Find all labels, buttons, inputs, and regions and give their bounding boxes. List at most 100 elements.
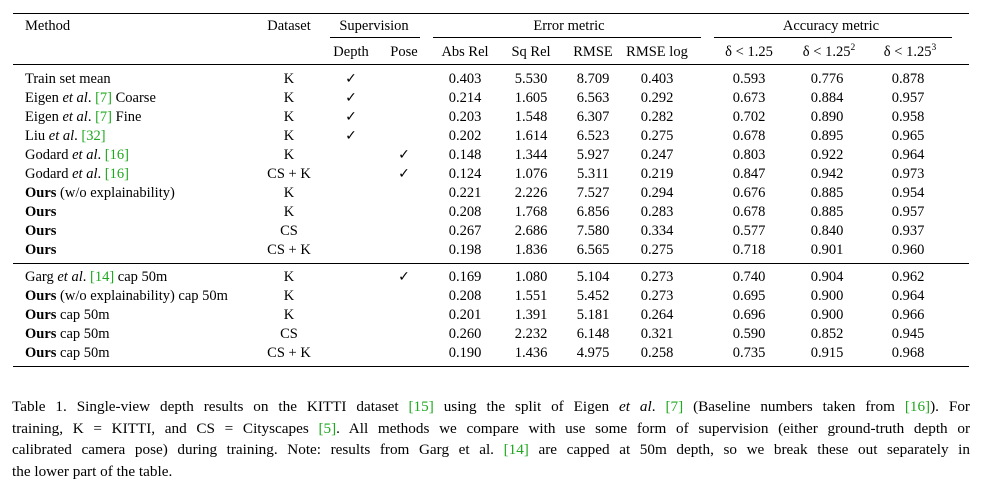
value-cell: 6.563	[577, 89, 610, 108]
caption-text: calibrated camera pose) during training.…	[12, 441, 504, 458]
method-suffix: cap 50m	[114, 269, 167, 285]
method-punct: .	[83, 269, 90, 285]
method-name-bold: Ours	[25, 288, 56, 304]
table-caption: Table 1. Single-view depth results on th…	[12, 396, 970, 482]
value-cell: 0.968	[892, 344, 925, 363]
header-supervision: Supervision	[339, 17, 408, 36]
method-cell: Godard et al. [16]	[25, 146, 129, 165]
citation-link[interactable]: [16]	[105, 147, 129, 163]
depth-check-icon: ✓	[345, 108, 357, 127]
method-cell: Train set mean	[25, 70, 111, 89]
caption-line-3: calibrated camera pose) during training.…	[12, 439, 970, 461]
citation-link[interactable]: [15]	[408, 398, 433, 415]
citation-link[interactable]: [7]	[95, 109, 112, 125]
method-name-bold: Ours	[25, 345, 56, 361]
value-cell: 0.403	[641, 70, 674, 89]
caption-text: (Baseline numbers taken from	[683, 398, 905, 415]
method-italic: et al	[57, 269, 82, 285]
header-delta1: δ < 1.25	[725, 43, 773, 62]
dataset-cell: K	[284, 89, 294, 108]
citation-link[interactable]: [7]	[665, 398, 683, 415]
caption-text: Table 1. Single-view depth results on th…	[12, 398, 408, 415]
value-cell: 0.267	[449, 222, 482, 241]
method-suffix: cap 50m	[56, 326, 109, 342]
method-name: Train set mean	[25, 71, 111, 87]
value-cell: 8.709	[577, 70, 610, 89]
value-cell: 0.966	[892, 306, 925, 325]
value-cell: 0.895	[811, 127, 844, 146]
value-cell: 6.307	[577, 108, 610, 127]
citation-link[interactable]: [16]	[905, 398, 930, 415]
method-suffix: (w/o explainability) cap 50m	[56, 288, 228, 304]
value-cell: 0.840	[811, 222, 844, 241]
citation-link[interactable]: [5]	[318, 420, 336, 437]
table-rule	[330, 37, 420, 38]
table-rule	[714, 37, 952, 38]
method-cell: Eigen et al. [7] Coarse	[25, 89, 156, 108]
value-cell: 0.273	[641, 287, 674, 306]
value-cell: 1.080	[515, 268, 548, 287]
citation-link[interactable]: [32]	[81, 128, 105, 144]
value-cell: 0.593	[733, 70, 766, 89]
value-cell: 0.937	[892, 222, 925, 241]
depth-check-icon: ✓	[345, 89, 357, 108]
value-cell: 0.922	[811, 146, 844, 165]
table-rule	[13, 64, 969, 65]
method-name: Liu	[25, 128, 49, 144]
caption-text: training, K = KITTI, and CS = Cityscapes	[12, 420, 318, 437]
method-name-bold: Ours	[25, 185, 56, 201]
dataset-cell: K	[284, 268, 294, 287]
value-cell: 0.847	[733, 165, 766, 184]
value-cell: 0.900	[811, 287, 844, 306]
header-pose: Pose	[390, 43, 417, 62]
citation-link[interactable]: [16]	[105, 166, 129, 182]
value-cell: 1.551	[515, 287, 548, 306]
header-sq-rel: Sq Rel	[511, 43, 550, 62]
dataset-cell: K	[284, 184, 294, 203]
method-punct: .	[98, 166, 105, 182]
method-italic: et al	[62, 90, 87, 106]
pose-check-icon: ✓	[398, 146, 410, 165]
header-delta2-base: δ < 1.25	[803, 44, 851, 60]
value-cell: 0.219	[641, 165, 674, 184]
dataset-cell: K	[284, 146, 294, 165]
value-cell: 0.958	[892, 108, 925, 127]
dataset-cell: CS + K	[267, 165, 311, 184]
method-italic: et al	[62, 109, 87, 125]
value-cell: 0.334	[641, 222, 674, 241]
value-cell: 1.605	[515, 89, 548, 108]
method-cell: Ours	[25, 222, 56, 241]
value-cell: 0.884	[811, 89, 844, 108]
header-method: Method	[25, 17, 70, 36]
method-cell: Ours cap 50m	[25, 344, 110, 363]
value-cell: 0.962	[892, 268, 925, 287]
method-suffix: Coarse	[112, 90, 156, 106]
header-delta2: δ < 1.252	[803, 43, 855, 62]
value-cell: 2.232	[515, 325, 548, 344]
value-cell: 0.964	[892, 146, 925, 165]
method-name-bold: Ours	[25, 242, 56, 258]
value-cell: 1.391	[515, 306, 548, 325]
method-suffix: cap 50m	[56, 345, 109, 361]
value-cell: 1.768	[515, 203, 548, 222]
value-cell: 0.275	[641, 241, 674, 260]
header-delta3: δ < 1.253	[884, 43, 936, 62]
citation-link[interactable]: [7]	[95, 90, 112, 106]
value-cell: 0.247	[641, 146, 674, 165]
value-cell: 0.957	[892, 203, 925, 222]
value-cell: 2.686	[515, 222, 548, 241]
value-cell: 0.275	[641, 127, 674, 146]
value-cell: 0.577	[733, 222, 766, 241]
header-accuracy-metric: Accuracy metric	[783, 17, 879, 36]
method-name: Eigen	[25, 109, 62, 125]
value-cell: 5.927	[577, 146, 610, 165]
dataset-cell: K	[284, 127, 294, 146]
value-cell: 0.676	[733, 184, 766, 203]
caption-text: .	[652, 398, 666, 415]
value-cell: 7.527	[577, 184, 610, 203]
citation-link[interactable]: [14]	[90, 269, 114, 285]
citation-link[interactable]: [14]	[504, 441, 529, 458]
value-cell: 0.885	[811, 184, 844, 203]
header-depth: Depth	[333, 43, 368, 62]
method-cell: Godard et al. [16]	[25, 165, 129, 184]
